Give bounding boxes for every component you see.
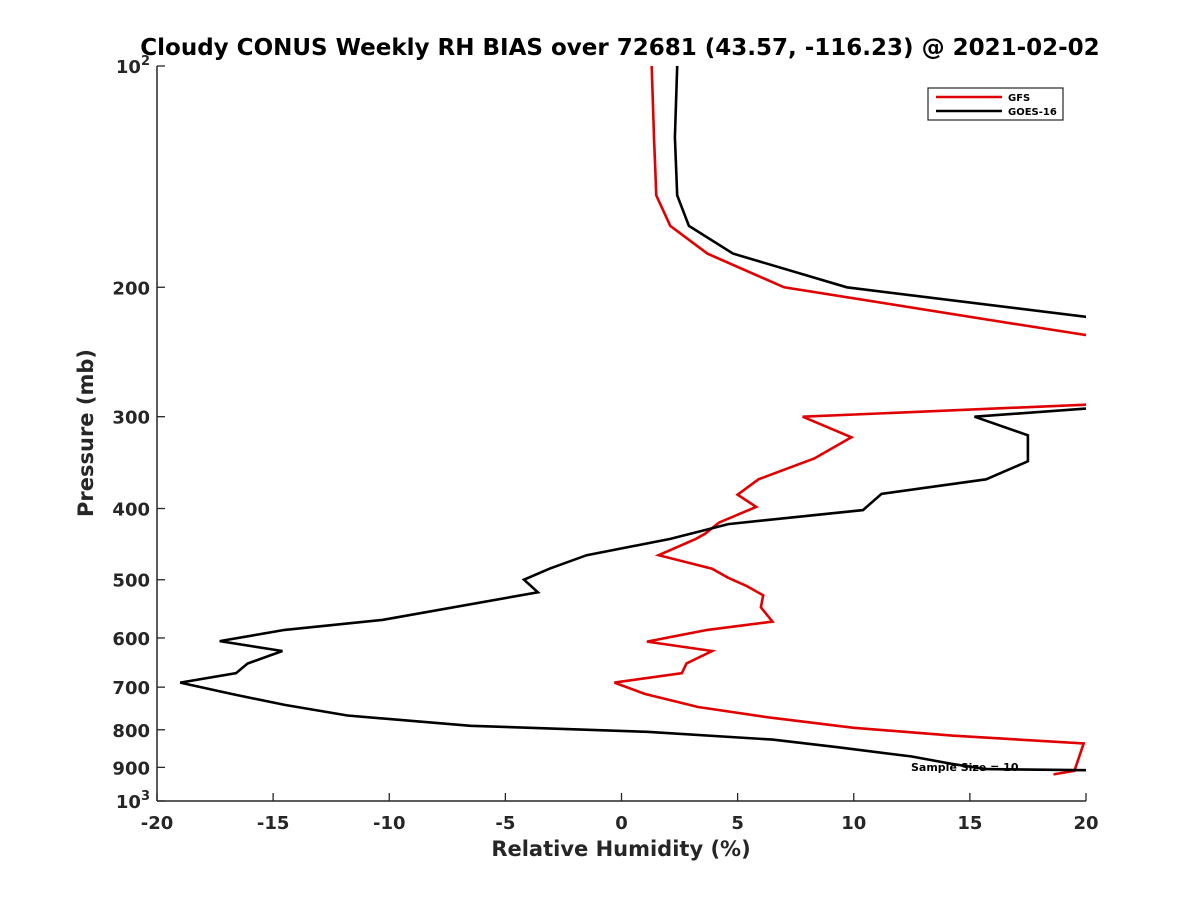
x-axis-label: Relative Humidity (%) xyxy=(491,837,750,861)
legend: GFS GOES-16 xyxy=(927,87,1064,121)
x-tick-label: 0 xyxy=(615,813,628,834)
y-tick-label: 700 xyxy=(112,678,150,699)
y-tick-label: 500 xyxy=(112,571,150,592)
x-tick-label: -10 xyxy=(373,813,406,834)
chart-title: Cloudy CONUS Weekly RH BIAS over 72681 (… xyxy=(140,35,1099,61)
legend-entry-label: GFS xyxy=(1008,93,1030,104)
y-tick-label: 600 xyxy=(112,629,150,650)
y-tick-label: 200 xyxy=(112,278,150,299)
y-tick-label: 400 xyxy=(112,500,150,521)
y-tick-label: 103 xyxy=(116,789,150,813)
y-tick-label: 900 xyxy=(112,758,150,779)
series-line-gfs xyxy=(614,66,1086,776)
x-tick-label: -5 xyxy=(495,813,515,834)
series-line-goes-16 xyxy=(179,66,1086,772)
x-tick-label: 10 xyxy=(841,813,866,834)
y-axis-ticks: 102 200 300 400 500 600 700 800 900 103 xyxy=(112,54,165,813)
x-tick-label: -15 xyxy=(257,813,290,834)
y-tick-label: 102 xyxy=(116,54,150,78)
legend-entry-label: GOES-16 xyxy=(1008,107,1057,118)
x-tick-label: 15 xyxy=(957,813,982,834)
y-tick-label: 300 xyxy=(112,408,150,429)
series-layer xyxy=(179,66,1086,776)
legend-box xyxy=(927,87,1064,121)
y-tick-label: 800 xyxy=(112,721,150,742)
x-tick-label: 5 xyxy=(731,813,744,834)
y-axis-label: Pressure (mb) xyxy=(74,349,98,517)
x-tick-label: -20 xyxy=(141,813,174,834)
plot-area: -20 -15 -10 -5 0 5 10 15 20 102 200 300 400 500 600 70… xyxy=(112,54,1099,834)
x-tick-label: 20 xyxy=(1073,813,1098,834)
x-axis-ticks: -20 -15 -10 -5 0 5 10 15 20 xyxy=(141,793,1099,834)
sample-size-annotation: Sample Size = 10 xyxy=(911,761,1019,774)
